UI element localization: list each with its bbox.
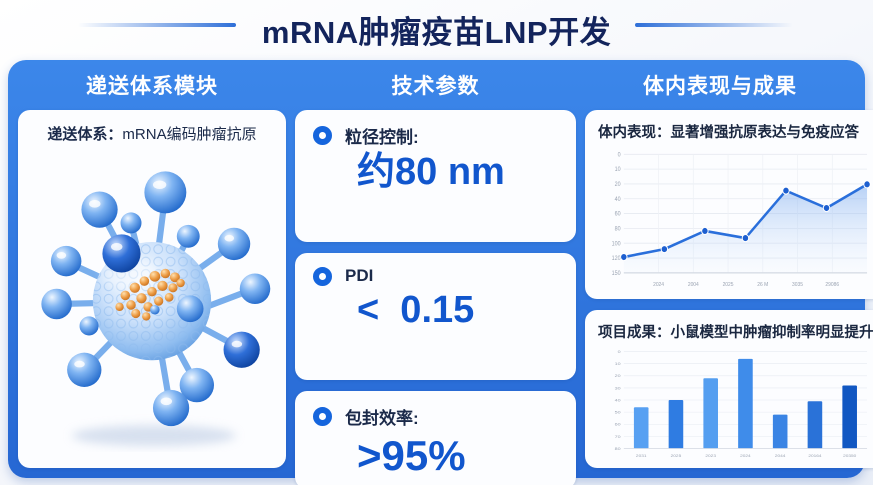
bullet-ring-icon — [313, 126, 332, 145]
column-results: 体内表现：显著增强抗原表达与免疫应答 150 120 100 80 60 40 20 10 0 2… — [585, 110, 873, 468]
svg-text:30: 30 — [615, 386, 621, 391]
delivery-system-line: 递送体系：mRNA编码肿瘤抗原 — [47, 123, 256, 144]
antigen-expression-line-chart: 150 120 100 80 60 40 20 10 0 2024 2004 2025 26 M 3035… — [598, 146, 873, 293]
svg-text:60: 60 — [615, 212, 621, 218]
svg-text:100: 100 — [612, 241, 621, 247]
svg-text:20164: 20164 — [808, 454, 822, 458]
svg-text:60: 60 — [615, 422, 621, 427]
svg-text:2031: 2031 — [636, 454, 647, 458]
param-card-particle-size: 粒径控制: 约80 nm — [295, 110, 576, 242]
lnp-particle-illustration — [26, 144, 278, 464]
param-value: < 0.15 — [357, 289, 475, 331]
svg-text:10: 10 — [615, 362, 621, 367]
svg-text:2025: 2025 — [723, 282, 734, 288]
svg-text:50: 50 — [615, 410, 621, 415]
svg-text:2023: 2023 — [705, 454, 716, 458]
delivery-card: 递送体系：mRNA编码肿瘤抗原 — [18, 110, 286, 468]
svg-text:80: 80 — [615, 226, 621, 232]
header-delivery-module: 递送体系模块 — [86, 75, 218, 98]
svg-text:40: 40 — [615, 398, 621, 403]
svg-text:80: 80 — [615, 447, 621, 452]
param-card-encapsulation: 包封效率: >95% — [295, 391, 576, 485]
param-card-pdi: PDI < 0.15 — [295, 253, 576, 380]
svg-text:70: 70 — [615, 434, 621, 439]
chart-title-value: 小鼠模型中肿瘤抑制率明显提升 — [670, 325, 873, 341]
svg-text:2025: 2025 — [671, 454, 682, 458]
page-title: mRNA肿瘤疫苗LNP开发 — [261, 15, 612, 50]
svg-text:29086: 29086 — [825, 282, 839, 288]
svg-text:20: 20 — [615, 374, 621, 379]
delivery-system-value: mRNA编码肿瘤抗原 — [122, 126, 257, 143]
svg-text:2044: 2044 — [775, 454, 786, 458]
title-divider-right — [635, 23, 793, 27]
line-chart-title: 体内表现：显著增强抗原表达与免疫应答 — [598, 121, 873, 142]
project-results-card: 项目成果：小鼠模型中肿瘤抑制率明显提升 80 70 60 50 40 30 20 10 0 203… — [585, 310, 873, 468]
content-panel: 递送体系模块 技术参数 体内表现与成果 递送体系：mRNA编码肿瘤抗原 — [8, 60, 873, 485]
param-label: 粒径控制: — [345, 128, 419, 147]
bar-chart-title: 项目成果：小鼠模型中肿瘤抑制率明显提升 — [598, 321, 873, 342]
svg-text:2024: 2024 — [653, 282, 664, 288]
title-divider-left — [78, 23, 236, 27]
chart-title-label: 项目成果： — [598, 325, 671, 341]
header-invivo-results: 体内表现与成果 — [643, 75, 797, 98]
column-headers: 递送体系模块 技术参数 体内表现与成果 — [8, 60, 865, 110]
svg-text:0: 0 — [618, 152, 621, 158]
param-label: PDI — [345, 266, 374, 285]
param-value: >95% — [357, 432, 466, 479]
svg-text:40: 40 — [615, 197, 621, 203]
svg-text:150: 150 — [612, 271, 621, 277]
column-parameters: 粒径控制: 约80 nm PDI < 0.15 包封效率: — [295, 110, 576, 485]
chart-title-value: 显著增强抗原表达与免疫应答 — [670, 125, 860, 141]
column-delivery: 递送体系：mRNA编码肿瘤抗原 — [18, 110, 286, 468]
svg-text:26 M: 26 M — [757, 282, 768, 288]
bullet-ring-icon — [313, 407, 332, 426]
tumor-inhibition-bar-chart: 80 70 60 50 40 30 20 10 0 2031 2025 2023 2024 2044 201… — [598, 346, 873, 462]
svg-text:2024: 2024 — [740, 454, 751, 458]
svg-text:120: 120 — [612, 256, 621, 262]
svg-text:10: 10 — [615, 167, 621, 173]
bullet-ring-icon — [313, 266, 332, 286]
param-label: 包封效率: — [345, 409, 419, 428]
chart-title-label: 体内表现： — [598, 125, 671, 141]
svg-text:20350: 20350 — [843, 454, 857, 458]
invivo-performance-card: 体内表现：显著增强抗原表达与免疫应答 150 120 100 80 60 40 20 10 0 2… — [585, 110, 873, 299]
svg-text:3035: 3035 — [792, 282, 803, 288]
delivery-system-label: 递送体系： — [47, 126, 123, 143]
svg-text:2004: 2004 — [688, 282, 699, 288]
param-value: 约80 nm — [357, 151, 505, 193]
header-tech-parameters: 技术参数 — [391, 75, 480, 98]
svg-text:0: 0 — [618, 350, 621, 355]
svg-text:20: 20 — [615, 182, 621, 188]
